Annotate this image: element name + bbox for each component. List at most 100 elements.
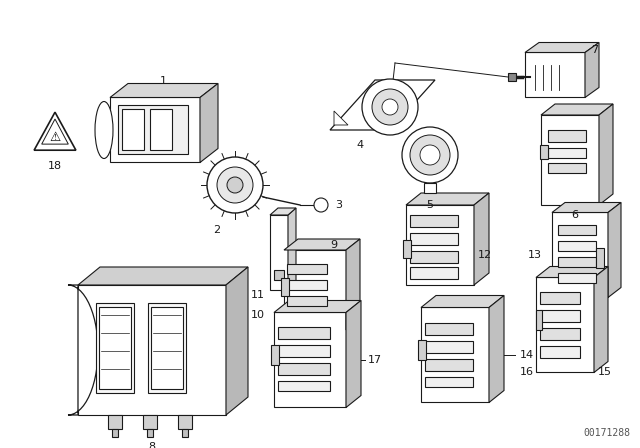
Bar	[278, 327, 330, 339]
Polygon shape	[552, 202, 621, 212]
Polygon shape	[525, 43, 599, 52]
Circle shape	[402, 127, 458, 183]
Text: 16: 16	[520, 367, 534, 377]
Text: 6: 6	[572, 210, 579, 220]
Bar	[148, 303, 186, 393]
Polygon shape	[525, 52, 585, 98]
Polygon shape	[226, 267, 248, 415]
Bar	[281, 278, 289, 296]
Polygon shape	[78, 285, 226, 415]
Polygon shape	[68, 285, 98, 415]
Bar	[548, 148, 586, 158]
Bar	[536, 310, 542, 330]
Polygon shape	[406, 193, 489, 205]
Text: 8: 8	[148, 442, 156, 448]
Polygon shape	[585, 43, 599, 98]
Bar	[548, 163, 586, 173]
Polygon shape	[346, 301, 361, 408]
Circle shape	[362, 79, 418, 135]
Bar	[151, 307, 183, 389]
Bar	[147, 429, 153, 437]
Text: 10: 10	[251, 310, 265, 320]
Bar	[540, 145, 548, 159]
Polygon shape	[284, 250, 346, 330]
Text: 11: 11	[251, 290, 265, 300]
Bar	[96, 303, 134, 393]
Bar	[270, 215, 288, 290]
Polygon shape	[406, 205, 474, 285]
Polygon shape	[599, 104, 613, 205]
Polygon shape	[288, 208, 296, 290]
Bar	[150, 109, 172, 151]
Bar	[418, 340, 426, 360]
Polygon shape	[78, 267, 248, 285]
Polygon shape	[42, 119, 68, 144]
Text: 15: 15	[598, 367, 612, 377]
Bar	[278, 381, 330, 391]
Bar	[425, 323, 473, 335]
Bar	[508, 73, 516, 81]
Bar	[558, 241, 596, 251]
Bar	[287, 280, 327, 290]
Text: 00171288: 00171288	[583, 428, 630, 438]
Circle shape	[420, 145, 440, 165]
Polygon shape	[334, 111, 348, 125]
Polygon shape	[541, 104, 613, 115]
Polygon shape	[284, 239, 360, 250]
Bar	[425, 359, 473, 371]
Polygon shape	[594, 267, 608, 372]
Polygon shape	[536, 277, 594, 372]
Polygon shape	[421, 296, 504, 307]
Bar	[540, 310, 580, 322]
Bar	[558, 257, 596, 267]
Circle shape	[410, 135, 450, 175]
Circle shape	[382, 99, 398, 115]
Text: 1: 1	[159, 77, 166, 86]
Bar	[143, 415, 157, 429]
Circle shape	[217, 167, 253, 203]
Bar	[410, 251, 458, 263]
Text: 3: 3	[335, 200, 342, 210]
Bar	[112, 429, 118, 437]
Polygon shape	[346, 239, 360, 330]
Bar	[424, 183, 436, 193]
Bar	[178, 415, 192, 429]
Polygon shape	[489, 296, 504, 402]
Text: 4: 4	[356, 140, 364, 150]
Polygon shape	[536, 267, 608, 277]
Text: 18: 18	[48, 161, 62, 171]
Bar	[278, 345, 330, 357]
Text: 2: 2	[213, 225, 221, 235]
Polygon shape	[421, 307, 489, 402]
Text: 13: 13	[528, 250, 542, 260]
Bar	[287, 264, 327, 274]
Polygon shape	[110, 98, 200, 163]
Text: 12: 12	[478, 250, 492, 260]
Bar	[558, 225, 596, 235]
Bar	[274, 270, 284, 280]
Polygon shape	[110, 83, 218, 98]
Bar	[596, 248, 604, 268]
Polygon shape	[608, 202, 621, 297]
Bar	[558, 273, 596, 283]
Bar	[540, 292, 580, 304]
Bar	[540, 328, 580, 340]
Bar	[425, 341, 473, 353]
Bar	[425, 377, 473, 387]
Polygon shape	[474, 193, 489, 285]
Bar	[410, 215, 458, 227]
Bar	[118, 105, 188, 155]
Bar	[410, 267, 458, 279]
Bar	[287, 296, 327, 306]
Text: 17: 17	[368, 355, 382, 365]
Bar	[99, 307, 131, 389]
Circle shape	[372, 89, 408, 125]
Bar	[548, 130, 586, 142]
Bar	[278, 363, 330, 375]
Text: ⚠: ⚠	[49, 130, 61, 143]
Bar	[271, 345, 279, 365]
Polygon shape	[200, 83, 218, 163]
Text: 9: 9	[330, 240, 337, 250]
Polygon shape	[274, 301, 361, 313]
Bar	[403, 240, 411, 258]
